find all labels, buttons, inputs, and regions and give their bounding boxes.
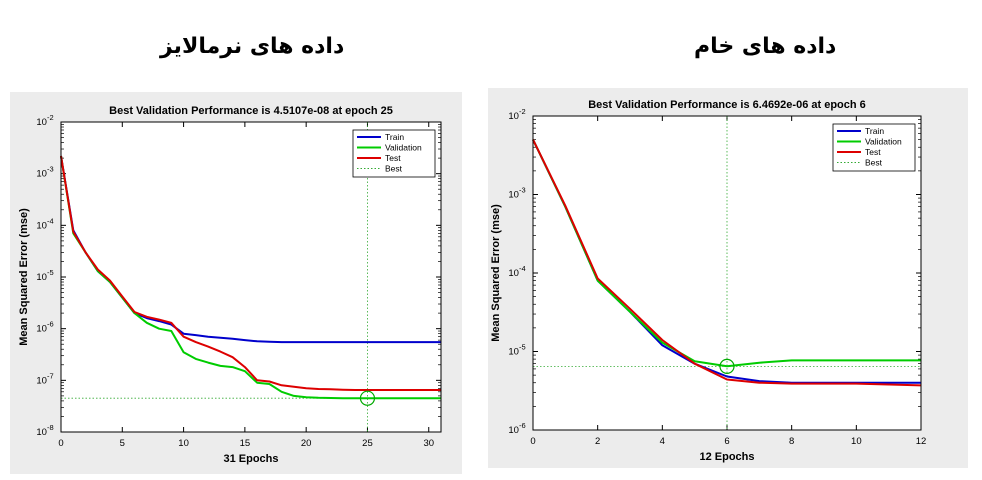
x-tick-label: 12 [916,436,927,447]
legend-label-test: Test [385,153,401,163]
x-tick-label: 6 [724,436,729,447]
x-tick-label: 4 [660,436,665,447]
chart-panel-normalized: Best Validation Performance is 4.5107e-0… [10,92,462,474]
x-tick-label: 15 [240,438,251,449]
y-tick-label: 10-2 [36,113,53,128]
x-tick-label: 8 [789,436,794,447]
x-tick-label: 5 [120,438,125,449]
plot-frame [532,115,922,431]
x-tick-label: 0 [530,436,535,447]
legend-label-best: Best [865,158,883,168]
x-tick-label: 20 [301,438,312,449]
y-tick-label: 10-5 [36,268,53,283]
series-line-test [532,139,922,387]
y-tick-label: 10-2 [508,107,525,122]
chart-title: Best Validation Performance is 6.4692e-0… [588,99,866,111]
x-tick-label: 0 [58,438,63,449]
performance-chart-raw: Best Validation Performance is 6.4692e-0… [490,99,927,463]
x-axis-label: 12 Epochs [699,451,754,463]
x-tick-label: 30 [423,438,434,449]
heading-normalized-data: داده های نرمالایز [160,34,345,59]
x-tick-label: 2 [595,436,600,447]
legend-label-train: Train [385,132,404,142]
best-point-marker [359,390,376,406]
legend-label-best: Best [385,164,403,174]
y-axis-label: Mean Squared Error (mse) [18,208,30,346]
y-tick-label: 10-7 [36,371,53,386]
legend-label-validation: Validation [865,137,902,147]
legend-label-validation: Validation [385,143,422,153]
series-line-test [60,155,441,391]
y-tick-label: 10-3 [508,186,525,201]
chart-title: Best Validation Performance is 4.5107e-0… [109,105,393,117]
x-tick-label: 10 [178,438,189,449]
y-tick-label: 10-5 [508,343,525,358]
legend-label-test: Test [865,147,881,157]
best-point-marker [719,358,735,374]
legend-box [832,123,916,172]
legend-label-train: Train [865,126,884,136]
y-tick-label: 10-6 [508,421,525,436]
chart-panel-raw: Best Validation Performance is 6.4692e-0… [488,88,968,468]
y-tick-label: 10-6 [36,320,53,335]
plot-frame [60,121,442,433]
performance-chart-normalized: Best Validation Performance is 4.5107e-0… [18,105,442,465]
y-tick-label: 10-8 [36,423,53,438]
x-tick-label: 25 [362,438,373,449]
y-tick-label: 10-4 [36,216,53,231]
series-line-validation [532,139,921,368]
heading-raw-data: داده های خام [694,34,837,59]
y-axis-label: Mean Squared Error (mse) [490,204,502,342]
x-axis-label: 31 Epochs [223,453,278,465]
x-tick-label: 10 [851,436,862,447]
y-tick-label: 10-3 [36,165,53,180]
y-tick-label: 10-4 [508,264,525,279]
